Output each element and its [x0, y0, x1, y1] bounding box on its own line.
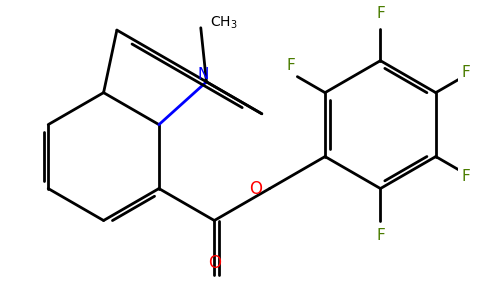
Text: F: F [376, 228, 385, 243]
Text: F: F [376, 6, 385, 21]
Text: N: N [197, 67, 209, 82]
Text: O: O [249, 179, 262, 197]
Text: F: F [461, 169, 470, 184]
Text: F: F [461, 65, 470, 80]
Text: CH$_3$: CH$_3$ [211, 14, 238, 31]
Text: O: O [208, 254, 221, 272]
Text: F: F [287, 58, 295, 73]
